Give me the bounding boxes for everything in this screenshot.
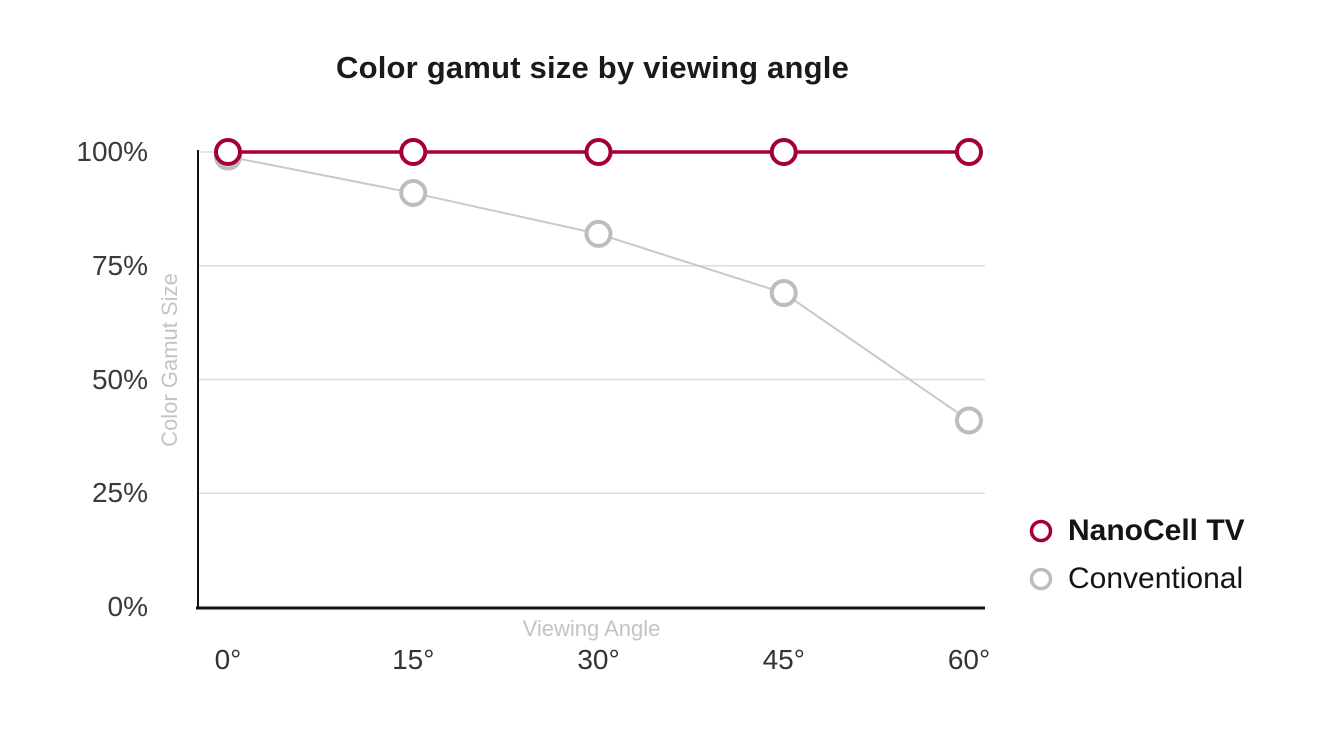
y-tick-label-25: 25%: [91, 477, 148, 509]
legend-marker-icon-nanocell-tv: [1029, 519, 1053, 543]
legend-marker-icon-conventional: [1029, 567, 1053, 591]
data-point-nanocell-tv-1: [399, 138, 428, 166]
legend-label-conventional: Conventional: [1068, 562, 1244, 595]
data-point-conventional-2: [584, 219, 613, 248]
legend-item-nanocell-tv: NanoCell TV: [1028, 514, 1245, 548]
data-point-nanocell-tv-0: [214, 138, 242, 166]
chart-title: Color gamut size by viewing angle: [335, 50, 850, 85]
y-tick-label-0: 0%: [107, 591, 148, 622]
series-line-conventional: [227, 155, 970, 422]
x-tick-label-3: 45°: [762, 644, 805, 675]
y-tick-label-100: 100%: [76, 136, 148, 167]
x-axis-title: Viewing Angle: [522, 616, 661, 641]
data-point-conventional-3: [769, 279, 798, 308]
x-tick-label-2: 30°: [577, 644, 620, 675]
data-point-nanocell-tv-2: [584, 138, 613, 166]
y-axis-title: Color Gamut Size: [157, 273, 182, 447]
data-point-conventional-1: [399, 178, 428, 207]
legend: NanoCell TV Conventional: [1028, 514, 1245, 596]
x-tick-label-4: 60°: [947, 644, 991, 675]
legend-item-conventional: Conventional: [1028, 562, 1245, 596]
y-tick-label-75: 75%: [91, 249, 148, 281]
y-tick-label-50: 50%: [91, 363, 148, 395]
legend-label-nanocell-tv: NanoCell TV: [1068, 514, 1245, 547]
data-point-conventional-4: [955, 406, 983, 435]
data-point-nanocell-tv-3: [769, 138, 798, 166]
x-tick-label-1: 15°: [392, 644, 435, 675]
data-point-nanocell-tv-4: [955, 138, 983, 166]
x-tick-label-0: 0°: [214, 644, 242, 675]
